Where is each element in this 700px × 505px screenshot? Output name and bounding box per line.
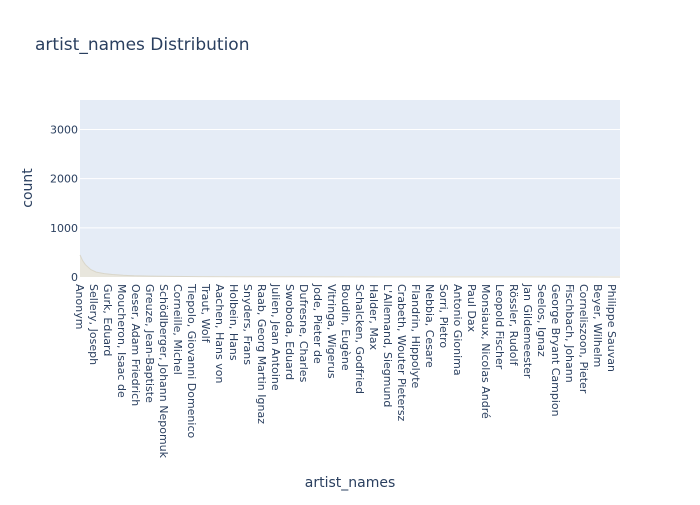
- x-tick-label: Greuze, Jean-Baptiste: [143, 284, 156, 403]
- x-tick-label: Monsiaux, Nicolas André: [479, 284, 492, 419]
- x-tick-label: Sellery, Joseph: [87, 284, 100, 365]
- x-tick-label: Corneille, Michel: [171, 284, 184, 375]
- plot-area: [80, 100, 620, 277]
- y-tick-label: 2000: [50, 173, 78, 186]
- x-tick-label: Paul Dax: [465, 284, 478, 333]
- x-tick-label: Beyer, Wilhelm: [591, 284, 604, 367]
- x-tick-label: Anonym: [73, 284, 86, 329]
- x-tick-label: Philippe Sauvan: [605, 284, 618, 372]
- x-tick-label: George Bryant Campion: [549, 284, 562, 417]
- x-tick-label: Antonio Gionima: [451, 284, 464, 376]
- y-tick-label: 3000: [50, 124, 78, 137]
- x-tick-label: Boudin, Eugène: [339, 284, 352, 371]
- x-tick-label: Cornelisz​oon, Pieter: [577, 284, 590, 394]
- x-tick-label: Flandrin, Hippolyte: [409, 284, 422, 389]
- x-tick-label: Fischbach, Johann: [563, 284, 576, 383]
- x-tick-label: Tiepolo, Giovanni Domenico: [185, 283, 198, 439]
- y-tick-label: 0: [71, 271, 78, 284]
- distribution-line: [79, 254, 621, 278]
- x-tick-label: Raab, Georg Martin Ignaz: [255, 284, 268, 424]
- x-tick-label: L'Allemand, Siegmund: [381, 284, 394, 407]
- x-axis-title: artist_names: [305, 475, 396, 491]
- x-axis-ticks: Anonym Sellery, Joseph Gurk, Eduard Moucher…: [73, 283, 618, 459]
- x-tick-label: Julien, Jean Antoine: [269, 283, 282, 391]
- x-tick-label: Holbein, Hans: [227, 284, 240, 361]
- x-tick-label: Jode, Pieter de: [311, 283, 324, 364]
- x-tick-label: Vitringa, Wigerus: [325, 284, 338, 379]
- x-tick-label: Aachen, Hans von: [213, 284, 226, 383]
- chart-title: artist_names Distribution: [35, 35, 249, 55]
- x-tick-label: Halder, Max: [367, 284, 380, 351]
- x-tick-label: Snyders, Frans: [241, 284, 254, 365]
- x-tick-label: Nebbia, Cesare: [423, 284, 436, 368]
- x-tick-label: Gurk, Eduard: [101, 284, 114, 356]
- x-tick-label: Schalcken, Godfried: [353, 284, 366, 394]
- x-tick-label: Swoboda, Eduard: [283, 284, 296, 380]
- x-tick-label: Rössler, Rudolf: [507, 284, 520, 367]
- y-axis-title: count: [20, 168, 36, 208]
- x-tick-label: Seelos, Ignaz: [535, 284, 548, 357]
- y-axis-ticks: 0 1000 2000 3000: [50, 124, 78, 285]
- x-tick-label: Jan Gildemeester: [521, 283, 534, 379]
- x-tick-label: Oeser, Adam Friedrich: [129, 284, 142, 406]
- x-tick-label: Dufresne, Charles: [297, 284, 310, 383]
- y-tick-label: 1000: [50, 222, 78, 235]
- x-tick-label: Leopold Fischer: [493, 284, 506, 370]
- x-tick-label: Sorri, Pietro: [437, 284, 450, 348]
- x-tick-label: Crabeth, Wouter Pietersz: [395, 284, 408, 422]
- x-tick-label: Traut, Wolf: [199, 283, 212, 344]
- x-tick-label: Moucheron, Isaac de: [115, 284, 128, 398]
- x-tick-label: Schödlberger, Johann Nepomuk: [157, 284, 170, 459]
